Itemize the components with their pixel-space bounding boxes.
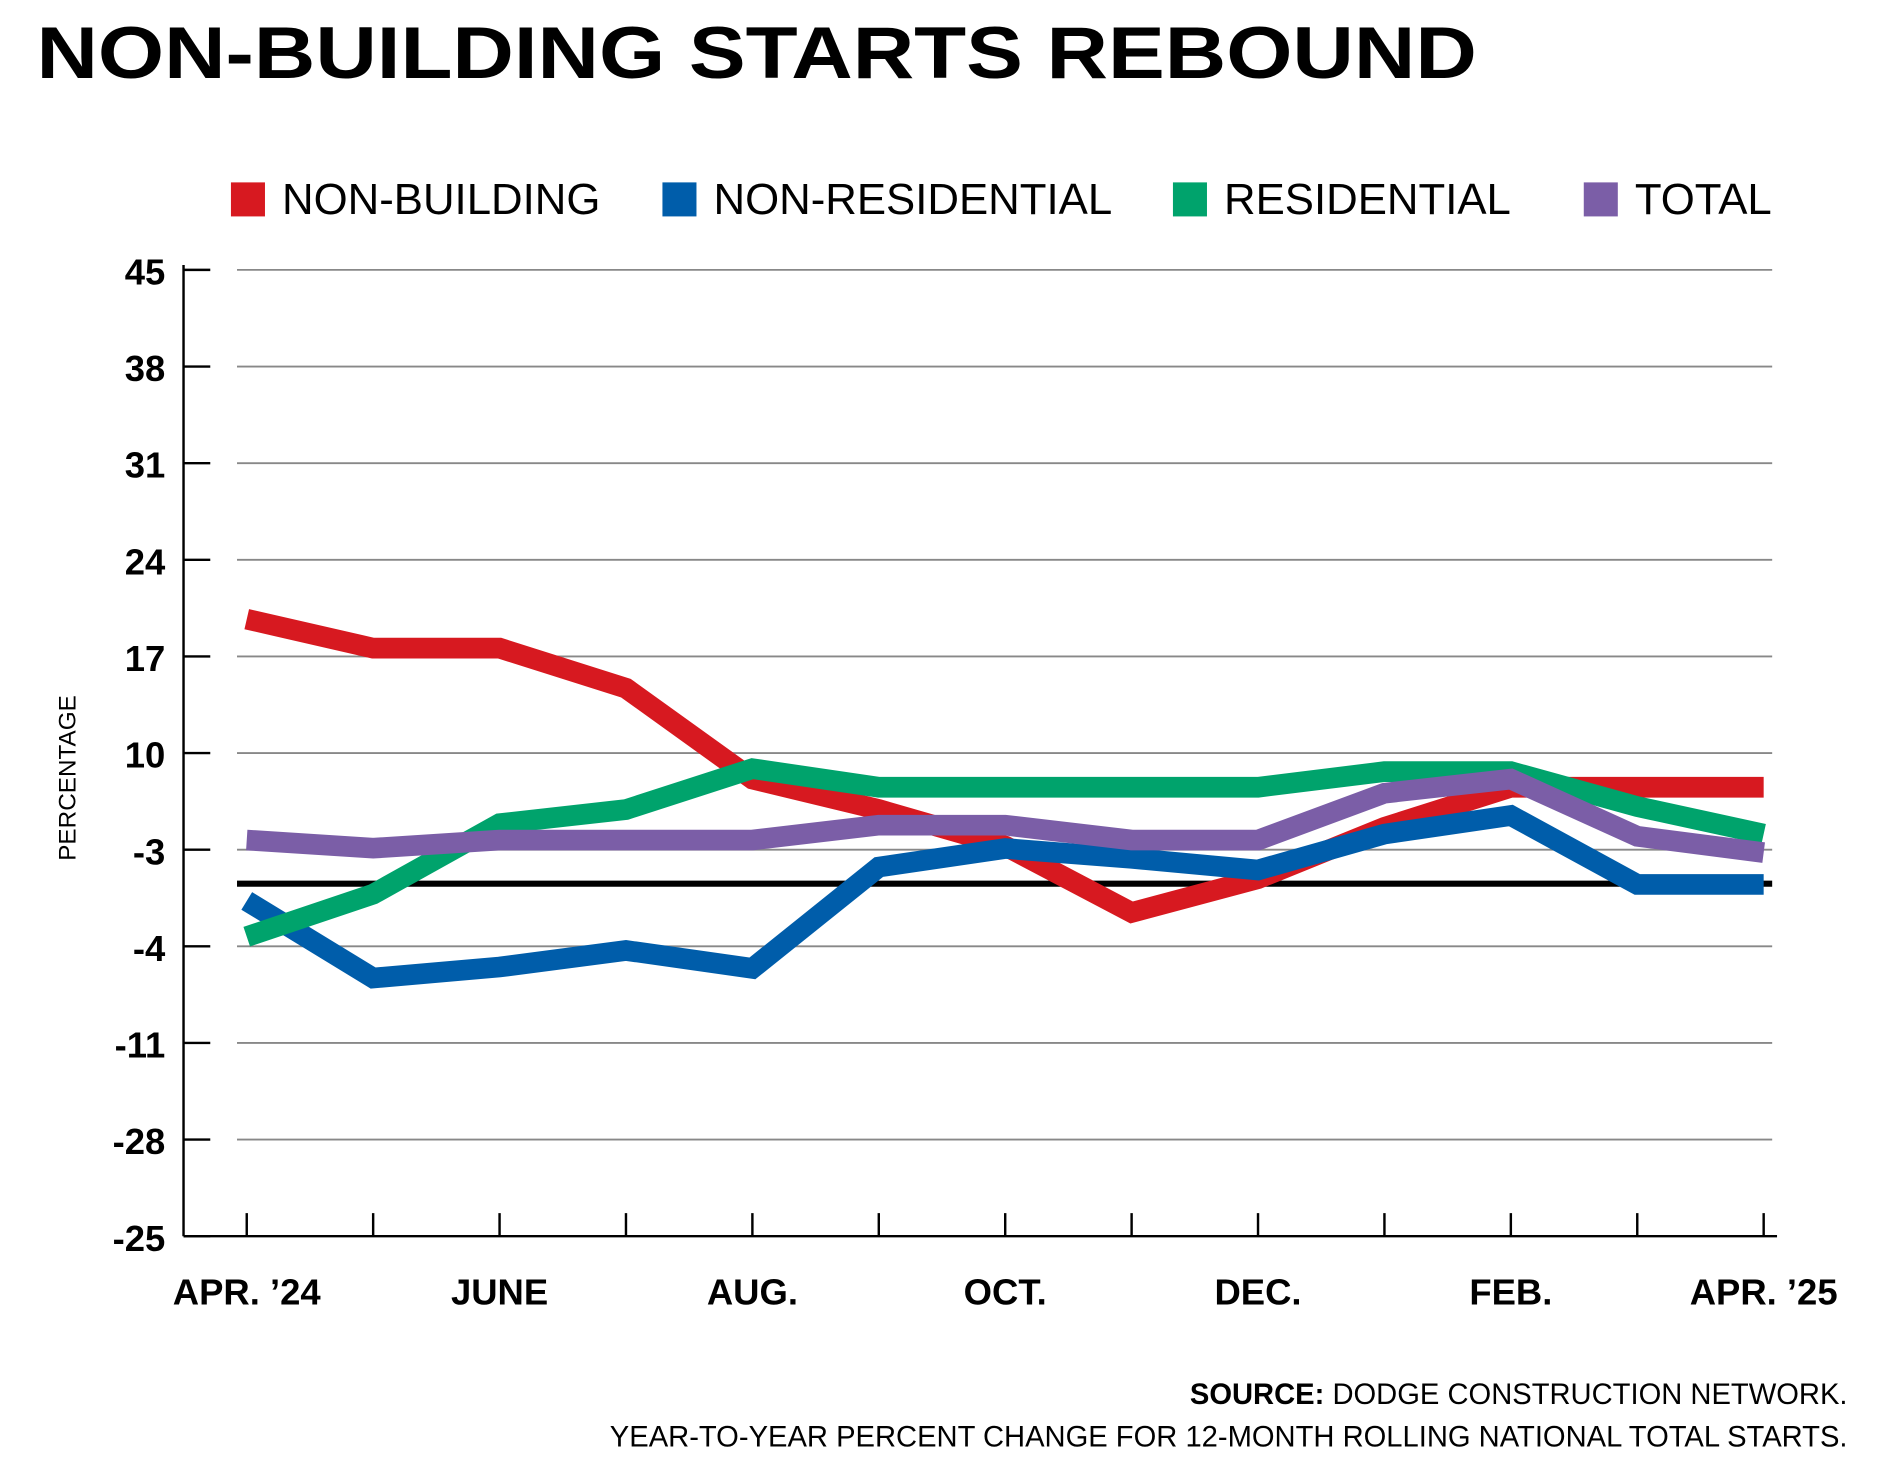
legend-label: NON-BUILDING — [282, 175, 600, 224]
x-tick-label: OCT. — [964, 1271, 1047, 1312]
source: SOURCE: DODGE CONSTRUCTION NETWORK. — [1190, 1379, 1848, 1411]
y-tick-label: 45 — [125, 251, 166, 292]
y-tick-label: -11 — [115, 1025, 166, 1066]
y-axis-label: PERCENTAGE — [54, 695, 81, 861]
y-tick-label: 38 — [125, 348, 166, 389]
legend-swatch — [230, 182, 265, 217]
source-label: SOURCE: — [1190, 1379, 1324, 1411]
line — [244, 609, 1764, 924]
line — [246, 768, 1765, 863]
y-tick-label: -4 — [133, 928, 166, 969]
legend-swatch — [1172, 182, 1207, 217]
legend-label: RESIDENTIAL — [1224, 175, 1511, 224]
x-tick-label: APR. ’25 — [1690, 1271, 1838, 1312]
y-tick-label: 10 — [125, 735, 166, 776]
y-tick-label: -28 — [113, 1121, 166, 1162]
legend-label: TOTAL — [1635, 175, 1772, 224]
legend-swatch — [662, 182, 697, 217]
source-text: DODGE CONSTRUCTION NETWORK. — [1332, 1379, 1847, 1411]
x-tick-label: AUG. — [707, 1271, 798, 1312]
x-tick-label: DEC. — [1214, 1271, 1301, 1312]
legend-swatch — [1583, 182, 1618, 217]
y-tick-label: 31 — [125, 445, 166, 486]
x-tick-label: FEB. — [1469, 1271, 1552, 1312]
chart-title: NON-BUILDING STARTS REBOUND — [36, 13, 1476, 94]
y-tick-label: 24 — [125, 541, 166, 582]
x-tick-label: JUNE — [451, 1271, 548, 1312]
x-tick-label: APR. ’24 — [173, 1271, 322, 1312]
legend-label: NON-RESIDENTIAL — [713, 175, 1112, 224]
line — [241, 804, 1764, 989]
note: YEAR-TO-YEAR PERCENT CHANGE FOR 12-MONTH… — [610, 1421, 1848, 1453]
y-tick-label: -25 — [113, 1218, 166, 1259]
y-tick-label: -3 — [133, 831, 165, 872]
y-tick-label: 17 — [125, 638, 166, 679]
